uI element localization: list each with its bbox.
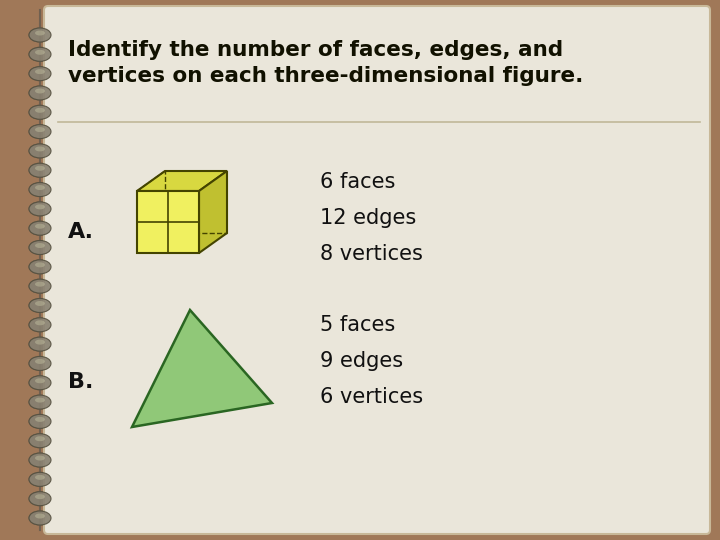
Ellipse shape	[29, 125, 51, 139]
Ellipse shape	[29, 163, 51, 177]
Ellipse shape	[29, 337, 51, 351]
Ellipse shape	[35, 397, 45, 403]
Ellipse shape	[35, 185, 45, 190]
Ellipse shape	[29, 356, 51, 370]
Ellipse shape	[29, 183, 51, 197]
Ellipse shape	[35, 30, 45, 36]
Ellipse shape	[35, 378, 45, 383]
Ellipse shape	[29, 492, 51, 505]
Ellipse shape	[29, 105, 51, 119]
Polygon shape	[132, 310, 272, 427]
Ellipse shape	[29, 202, 51, 216]
Ellipse shape	[29, 28, 51, 42]
Ellipse shape	[35, 436, 45, 441]
Ellipse shape	[29, 299, 51, 313]
Ellipse shape	[29, 48, 51, 62]
Ellipse shape	[29, 395, 51, 409]
Ellipse shape	[29, 279, 51, 293]
Ellipse shape	[29, 511, 51, 525]
Ellipse shape	[29, 221, 51, 235]
Ellipse shape	[35, 108, 45, 113]
Ellipse shape	[29, 414, 51, 428]
Ellipse shape	[29, 453, 51, 467]
Ellipse shape	[29, 202, 51, 216]
Ellipse shape	[29, 28, 51, 42]
Ellipse shape	[29, 376, 51, 390]
Ellipse shape	[29, 318, 51, 332]
Ellipse shape	[35, 50, 45, 55]
Ellipse shape	[35, 243, 45, 248]
Ellipse shape	[29, 395, 51, 409]
Text: A.: A.	[68, 222, 94, 242]
Ellipse shape	[29, 66, 51, 80]
Ellipse shape	[35, 166, 45, 171]
Ellipse shape	[35, 417, 45, 422]
Ellipse shape	[29, 414, 51, 428]
Ellipse shape	[35, 340, 45, 345]
Text: 12 edges: 12 edges	[320, 208, 416, 228]
Ellipse shape	[29, 356, 51, 370]
Ellipse shape	[35, 69, 45, 74]
Text: 8 vertices: 8 vertices	[320, 244, 423, 264]
Ellipse shape	[35, 262, 45, 267]
Ellipse shape	[29, 144, 51, 158]
Ellipse shape	[29, 299, 51, 313]
Ellipse shape	[35, 514, 45, 518]
Ellipse shape	[35, 224, 45, 229]
Ellipse shape	[29, 163, 51, 177]
Ellipse shape	[35, 301, 45, 306]
Ellipse shape	[29, 279, 51, 293]
Ellipse shape	[29, 453, 51, 467]
Ellipse shape	[35, 456, 45, 461]
Ellipse shape	[29, 86, 51, 100]
Ellipse shape	[29, 260, 51, 274]
Ellipse shape	[29, 434, 51, 448]
Ellipse shape	[29, 240, 51, 254]
Ellipse shape	[29, 511, 51, 525]
Ellipse shape	[29, 260, 51, 274]
Ellipse shape	[35, 89, 45, 93]
Ellipse shape	[29, 318, 51, 332]
FancyBboxPatch shape	[44, 6, 710, 534]
Ellipse shape	[29, 183, 51, 197]
Ellipse shape	[29, 144, 51, 158]
Ellipse shape	[29, 434, 51, 448]
Ellipse shape	[29, 105, 51, 119]
Ellipse shape	[35, 494, 45, 499]
Ellipse shape	[35, 475, 45, 480]
Ellipse shape	[29, 125, 51, 139]
Ellipse shape	[35, 127, 45, 132]
Polygon shape	[137, 171, 227, 191]
Ellipse shape	[29, 492, 51, 505]
Text: 9 edges: 9 edges	[320, 351, 403, 371]
Ellipse shape	[29, 472, 51, 487]
Ellipse shape	[29, 472, 51, 487]
Text: Identify the number of faces, edges, and
vertices on each three-dimensional figu: Identify the number of faces, edges, and…	[68, 40, 583, 86]
Ellipse shape	[35, 320, 45, 325]
Text: 5 faces: 5 faces	[320, 315, 395, 335]
Ellipse shape	[29, 48, 51, 62]
Text: B.: B.	[68, 372, 94, 392]
Text: 6 vertices: 6 vertices	[320, 387, 423, 407]
Ellipse shape	[29, 221, 51, 235]
Ellipse shape	[35, 146, 45, 151]
Ellipse shape	[35, 282, 45, 287]
Ellipse shape	[29, 66, 51, 80]
Polygon shape	[137, 191, 199, 253]
Text: 6 faces: 6 faces	[320, 172, 395, 192]
Ellipse shape	[35, 204, 45, 210]
Polygon shape	[199, 171, 227, 253]
Ellipse shape	[29, 376, 51, 390]
Ellipse shape	[29, 337, 51, 351]
Ellipse shape	[35, 359, 45, 364]
Ellipse shape	[29, 86, 51, 100]
Ellipse shape	[29, 240, 51, 254]
